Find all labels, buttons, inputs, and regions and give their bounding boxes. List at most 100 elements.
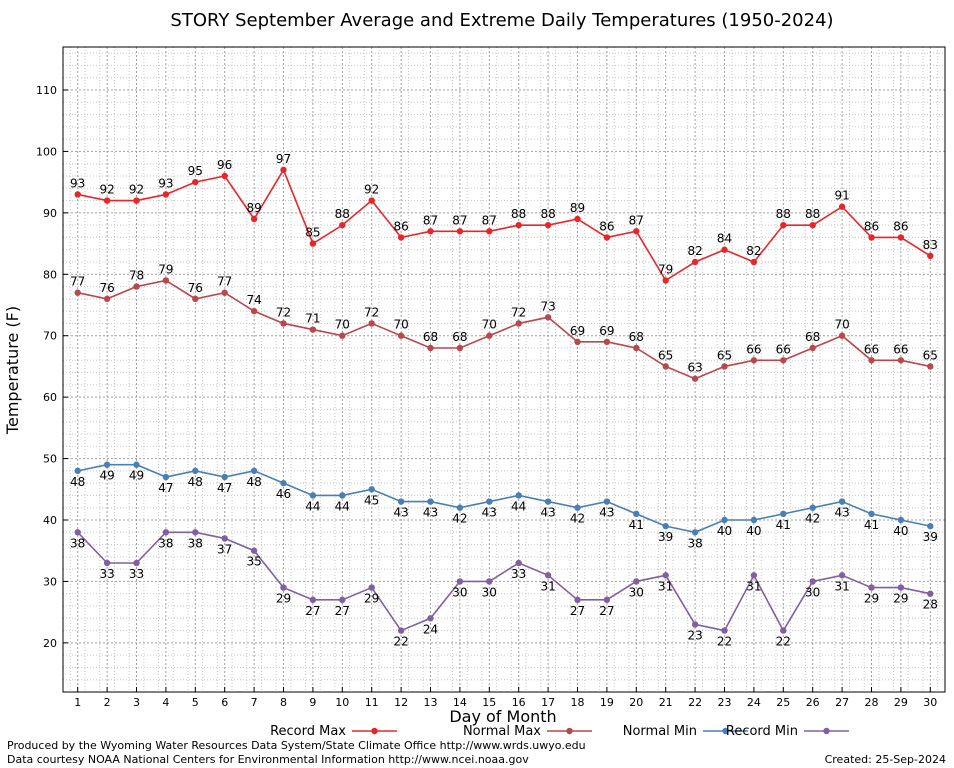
chart-title: STORY September Average and Extreme Dail… (170, 10, 833, 31)
legend-item-record-max: Record Max (270, 724, 397, 739)
data-label: 43 (599, 506, 614, 520)
data-point (427, 228, 434, 235)
data-point (633, 344, 640, 352)
data-label: 72 (276, 305, 291, 319)
data-point (868, 357, 875, 364)
data-label: 30 (805, 585, 820, 599)
y-tick-label: 80 (43, 268, 57, 281)
data-point (397, 332, 405, 339)
data-label: 45 (364, 493, 379, 507)
data-label: 88 (805, 207, 820, 221)
data-label: 88 (511, 207, 526, 221)
data-point (868, 510, 875, 518)
data-label: 43 (834, 506, 849, 520)
data-point (103, 295, 111, 303)
data-point (809, 344, 816, 352)
x-tick-label: 17 (541, 696, 555, 709)
x-tick-label: 4 (162, 696, 169, 709)
data-label: 70 (335, 318, 350, 332)
data-label: 35 (246, 555, 261, 569)
data-point (662, 277, 669, 284)
data-label: 77 (217, 275, 232, 289)
data-label: 47 (217, 481, 232, 495)
data-label: 44 (335, 499, 350, 513)
data-label: 74 (246, 293, 261, 307)
data-label: 86 (393, 219, 408, 233)
data-point (280, 584, 287, 591)
data-point (280, 166, 287, 174)
series-line (77, 463, 931, 534)
data-point (486, 332, 493, 339)
y-tick-label: 20 (43, 637, 57, 650)
data-point (397, 234, 405, 241)
data-label: 86 (864, 219, 879, 233)
legend-label: Normal Min (623, 724, 697, 739)
data-point (74, 289, 81, 296)
data-point (515, 320, 522, 327)
data-point (603, 498, 611, 505)
x-tick-label: 8 (280, 696, 287, 709)
data-point (721, 627, 728, 634)
data-point (368, 320, 375, 327)
data-label: 44 (511, 499, 526, 513)
data-point (103, 461, 111, 468)
data-point (868, 234, 875, 241)
data-label: 30 (629, 585, 644, 599)
data-point (221, 289, 228, 296)
data-point (544, 498, 552, 505)
data-point (809, 504, 816, 511)
data-point (192, 529, 199, 536)
data-point (750, 258, 758, 266)
series-layer: 93 92 92 93 95 96 89 97 85 88 92 86 87 87 87 88 88 89 86 87… (70, 152, 938, 649)
x-tick-label: 15 (482, 696, 496, 709)
data-label: 88 (776, 207, 791, 221)
data-label: 73 (540, 299, 555, 313)
data-point (927, 522, 934, 530)
data-label: 29 (276, 592, 291, 606)
data-label: 42 (570, 512, 585, 526)
data-point (927, 590, 934, 597)
data-label: 40 (746, 524, 761, 538)
data-point (192, 467, 199, 475)
x-tick-label: 3 (133, 696, 140, 709)
data-point (162, 277, 170, 284)
data-point (633, 510, 640, 518)
data-point (368, 584, 375, 591)
data-label: 27 (599, 604, 614, 618)
data-label: 76 (99, 281, 114, 295)
data-point (309, 596, 317, 604)
data-label: 47 (158, 481, 173, 495)
data-point (339, 492, 346, 499)
data-label: 66 (776, 342, 791, 356)
data-point (750, 357, 758, 364)
data-label: 22 (393, 635, 408, 649)
data-label: 87 (482, 213, 497, 227)
data-point (456, 344, 464, 352)
data-point (133, 197, 140, 204)
legend-marker (722, 727, 729, 735)
data-point (133, 461, 140, 468)
data-point (162, 473, 170, 481)
data-point (603, 338, 611, 346)
data-point (897, 584, 905, 591)
data-point (427, 344, 434, 352)
data-point (897, 234, 905, 241)
data-point (250, 307, 258, 315)
data-label: 93 (158, 176, 173, 190)
data-point (368, 197, 375, 204)
data-label: 31 (540, 579, 555, 593)
data-point (486, 228, 493, 235)
data-label: 92 (364, 183, 379, 197)
data-label: 68 (629, 330, 644, 344)
y-tick-label: 30 (43, 575, 57, 588)
data-point (544, 572, 552, 579)
data-point (427, 498, 434, 505)
legend-item-normal-max: Normal Max (463, 724, 592, 739)
data-point (897, 516, 905, 524)
x-tick-label: 23 (718, 696, 732, 709)
data-point (250, 215, 258, 223)
data-point (574, 504, 581, 511)
data-label: 87 (629, 213, 644, 227)
series-normal-min: 48 49 49 47 48 47 48 46 44 44 45 43 43 42 43 44 43 42 43 41… (70, 461, 938, 550)
